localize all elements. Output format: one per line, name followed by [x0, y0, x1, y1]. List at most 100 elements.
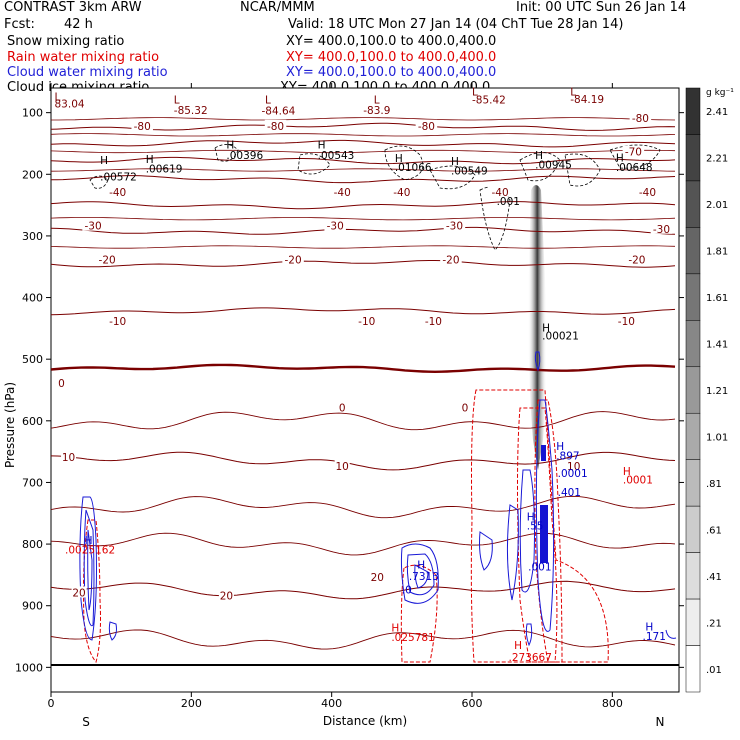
colorbar-swatch — [685, 459, 701, 507]
extrema-label: L — [472, 86, 478, 98]
colorbar-swatch — [685, 645, 701, 693]
temperature-contour--70 — [51, 139, 676, 148]
x-tick-label: 200 — [181, 697, 202, 710]
temperature-label-bg — [96, 253, 118, 265]
colorbar-label: 2.41 — [706, 107, 728, 118]
fcst-value: 42 h — [64, 17, 93, 32]
extrema-label: H — [417, 560, 425, 572]
colorbar-label: .61 — [706, 525, 722, 536]
temperature-label: -80 — [418, 121, 435, 133]
colorbar-label: 2.21 — [706, 154, 728, 165]
aux-contour-low — [51, 629, 676, 650]
temperature-label: 10 — [62, 452, 75, 464]
temperature-label-bg — [636, 185, 659, 197]
temperature-label-bg — [106, 185, 129, 197]
extrema-label: H — [100, 155, 108, 167]
temperature-contour--40 — [51, 201, 676, 210]
colorbar-swatch — [685, 320, 701, 368]
extrema-label: .00945 — [535, 160, 572, 172]
extrema-label: -84.19 — [570, 94, 604, 106]
temperature-label: -20 — [99, 255, 116, 267]
colorbar-swatch — [685, 598, 701, 646]
extrema-label: H — [85, 535, 93, 547]
extrema-label: .171 — [643, 631, 666, 643]
colorbar-swatch — [685, 366, 701, 414]
temperature-label: -40 — [639, 187, 656, 199]
x-axis: 0 200 400 600 800 — [48, 83, 623, 710]
extrema-label: .00549 — [451, 165, 488, 177]
rain-water-contours — [83, 389, 609, 664]
extrema-label: 83.04 — [55, 99, 85, 111]
temperature-label: -20 — [285, 255, 302, 267]
y-tick-label: 800 — [22, 538, 43, 551]
colorbar-swatch — [685, 552, 701, 600]
temperature-label: -80 — [267, 121, 284, 133]
temperature-label-bg — [440, 253, 462, 265]
temperature-labels: -80 -80 -80 -80 -70 -40 -40 -40 -40 -40 -30 -30 -30 -… — [57, 111, 673, 602]
extrema-label: .273667 — [508, 652, 551, 664]
x-axis-left-end: S — [82, 715, 90, 729]
extrema-label: L — [174, 94, 180, 106]
aux-contour-low — [51, 411, 676, 431]
temperature-label: -10 — [358, 316, 375, 328]
aux-contour-low — [51, 495, 676, 519]
temperature-label: 0 — [58, 378, 65, 390]
x-axis-title: Distance (km) — [323, 714, 407, 728]
extrema-label: .00021 — [542, 330, 579, 342]
extrema-label: -85.32 — [174, 105, 208, 117]
temperature-label: 10 — [567, 461, 580, 473]
temperature-contours — [51, 122, 676, 600]
temperature-label-bg — [218, 589, 234, 601]
colorbar-swatch — [685, 273, 701, 321]
extrema-label: L — [265, 94, 271, 106]
temperature-label: -80 — [632, 113, 649, 125]
temperature-label: 20 — [371, 572, 384, 584]
extrema-label: .00396 — [226, 150, 263, 162]
temperature-label-bg — [337, 401, 347, 413]
extrema-label: .7313 — [409, 571, 439, 583]
temperature-label-bg — [131, 119, 153, 131]
colorbar-label: 1.61 — [706, 293, 728, 304]
temperature-label: 0 — [462, 402, 469, 414]
x-tick-label: 600 — [462, 697, 483, 710]
aux-contour — [51, 117, 676, 121]
colorbar-swatch — [685, 134, 701, 182]
field-xy-snow: XY= 400.0,100.0 to 400.0,400.0 — [286, 34, 497, 49]
extrema-label: H — [535, 150, 543, 162]
temperature-label-bg — [626, 253, 648, 265]
cloud-water-core-upper — [541, 445, 546, 461]
extrema-label: .001 — [497, 196, 520, 208]
model-title: CONTRAST 3km ARW — [4, 0, 142, 15]
snow-plume — [528, 185, 547, 470]
extrema-label: .55 — [527, 520, 544, 532]
extrema-label: H — [616, 152, 624, 164]
temperature-label: -40 — [491, 187, 508, 199]
cloud-water-contours — [79, 351, 677, 647]
temperature-label: -40 — [109, 187, 126, 199]
extrema-label: H — [226, 139, 234, 151]
extrema-label: H — [623, 466, 631, 478]
temperature-label-bg — [82, 219, 104, 231]
y-tick-label: 600 — [22, 415, 43, 428]
colorbar-label: 1.21 — [706, 386, 728, 397]
colorbar-label: .81 — [706, 479, 722, 490]
temperature-label: 20 — [72, 587, 85, 599]
temperature-label-bg — [415, 119, 438, 131]
extrema-label: .0001 — [623, 475, 653, 487]
temperature-label: -30 — [327, 221, 344, 233]
temperature-label: -10 — [618, 316, 635, 328]
colorbar: 2.41 2.21 2.01 1.81 1.61 1.41 1.21 1.01 .81 .61 .4… — [685, 87, 728, 693]
extrema-label: .0025162 — [65, 544, 115, 556]
temperature-label-bg — [331, 185, 353, 197]
temperature-label-bg — [489, 185, 511, 197]
extrema-label: H — [514, 640, 522, 652]
fcst-label: Fcst: — [4, 17, 35, 32]
extrema-label: .0001 — [558, 468, 588, 480]
colorbar-swatch — [685, 227, 701, 275]
colorbar-label: 1.01 — [706, 432, 728, 443]
cloud-ice-contours — [89, 144, 661, 251]
temperature-contour--20 — [51, 260, 676, 268]
x-tick-label: 0 — [48, 697, 55, 710]
cloud-water-core — [540, 505, 548, 563]
